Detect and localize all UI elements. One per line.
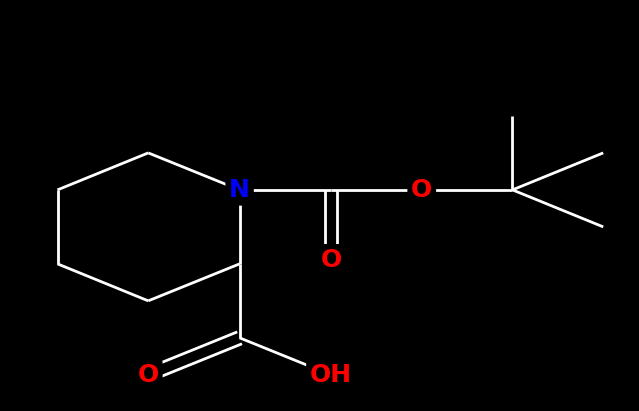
Text: N: N	[229, 178, 250, 202]
Text: O: O	[320, 248, 342, 272]
Text: O: O	[411, 178, 433, 202]
Text: OH: OH	[310, 363, 352, 387]
Text: O: O	[137, 363, 159, 387]
